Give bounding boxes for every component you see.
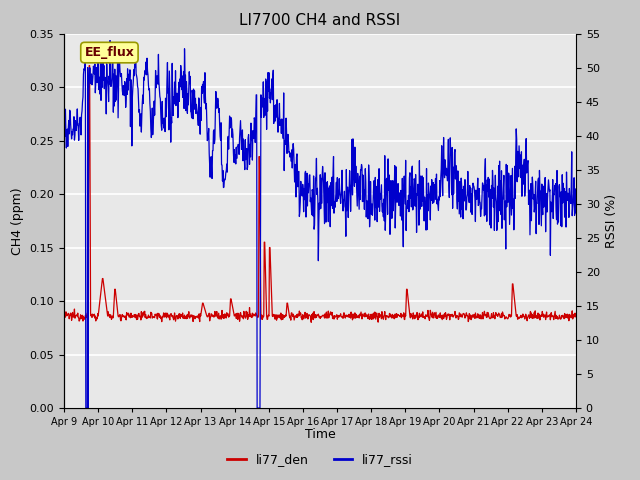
Y-axis label: CH4 (ppm): CH4 (ppm)	[11, 187, 24, 254]
Legend: li77_den, li77_rssi: li77_den, li77_rssi	[222, 448, 418, 471]
Title: LI7700 CH4 and RSSI: LI7700 CH4 and RSSI	[239, 13, 401, 28]
Y-axis label: RSSI (%): RSSI (%)	[605, 194, 618, 248]
Text: EE_flux: EE_flux	[84, 46, 134, 59]
X-axis label: Time: Time	[305, 429, 335, 442]
